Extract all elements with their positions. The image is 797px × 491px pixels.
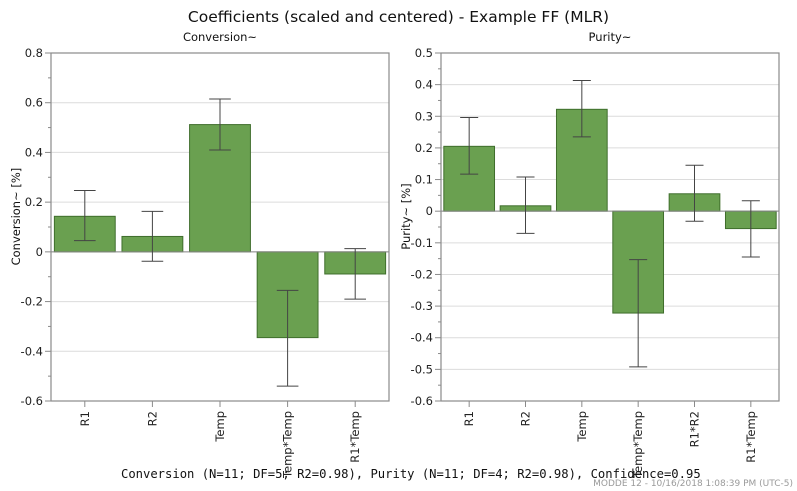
x-tick-label: R2 xyxy=(519,411,533,426)
y-tick-label: -0.2 xyxy=(411,267,433,281)
x-tick-label: R1*Temp xyxy=(744,411,758,463)
y-tick-label: 0 xyxy=(36,245,43,259)
x-tick-label: Temp xyxy=(213,411,227,443)
x-tick-label: R1*R2 xyxy=(688,411,702,447)
y-tick-label: 0.4 xyxy=(415,78,433,92)
chart-panel-1: -0.6 -0.5 -0.4 -0.3 -0.2 -0.1 0 0.1 0.2 0.3 0.4 0.5… xyxy=(399,30,780,479)
y-tick-label: 0.6 xyxy=(25,96,43,110)
panel-title: Conversion~ xyxy=(183,30,257,44)
chart-main-title: Coefficients (scaled and centered) - Exa… xyxy=(187,8,610,26)
x-tick-label: R1 xyxy=(462,411,476,426)
x-tick-label: R2 xyxy=(145,411,159,426)
x-tick-label: Temp*Temp xyxy=(631,411,645,479)
y-axis-label: Conversion~ [%] xyxy=(9,168,23,266)
y-tick-label: -0.5 xyxy=(411,362,433,376)
x-tick-label: Temp xyxy=(575,411,589,443)
software-timestamp: MODDE 12 - 10/16/2018 1:08:39 PM (UTC-5) xyxy=(593,479,793,489)
y-tick-label: 0.5 xyxy=(415,46,433,60)
y-axis-label: Purity~ [%] xyxy=(399,183,413,249)
y-tick-label: -0.3 xyxy=(411,299,433,313)
y-tick-label: 0.2 xyxy=(25,195,43,209)
y-tick-label: 0.2 xyxy=(415,141,433,155)
x-tick-label: Temp*Temp xyxy=(281,411,295,479)
chart-panel-0: -0.6 -0.4 -0.2 0 0.2 0.4 0.6 0.8 R1 R2 Temp Temp*Te… xyxy=(9,30,390,479)
y-tick-label: 0 xyxy=(426,204,433,218)
y-tick-label: -0.4 xyxy=(411,331,433,345)
y-tick-label: 0.3 xyxy=(415,109,433,123)
y-tick-label: -0.1 xyxy=(411,236,433,250)
x-tick-label: R1 xyxy=(78,411,92,426)
y-tick-label: -0.6 xyxy=(411,394,433,408)
x-tick-label: R1*Temp xyxy=(348,411,362,463)
y-tick-label: -0.2 xyxy=(21,295,43,309)
plot-frame xyxy=(440,52,780,402)
model-summary-footer: Conversion (N=11; DF=5; R2=0.98), Purity… xyxy=(121,467,701,481)
y-tick-label: -0.6 xyxy=(21,394,43,408)
y-tick-label: -0.4 xyxy=(21,344,43,358)
y-tick-label: 0.4 xyxy=(25,145,43,159)
y-tick-label: 0.8 xyxy=(25,46,43,60)
y-tick-label: 0.1 xyxy=(415,173,433,187)
panel-title: Purity~ xyxy=(589,30,632,44)
